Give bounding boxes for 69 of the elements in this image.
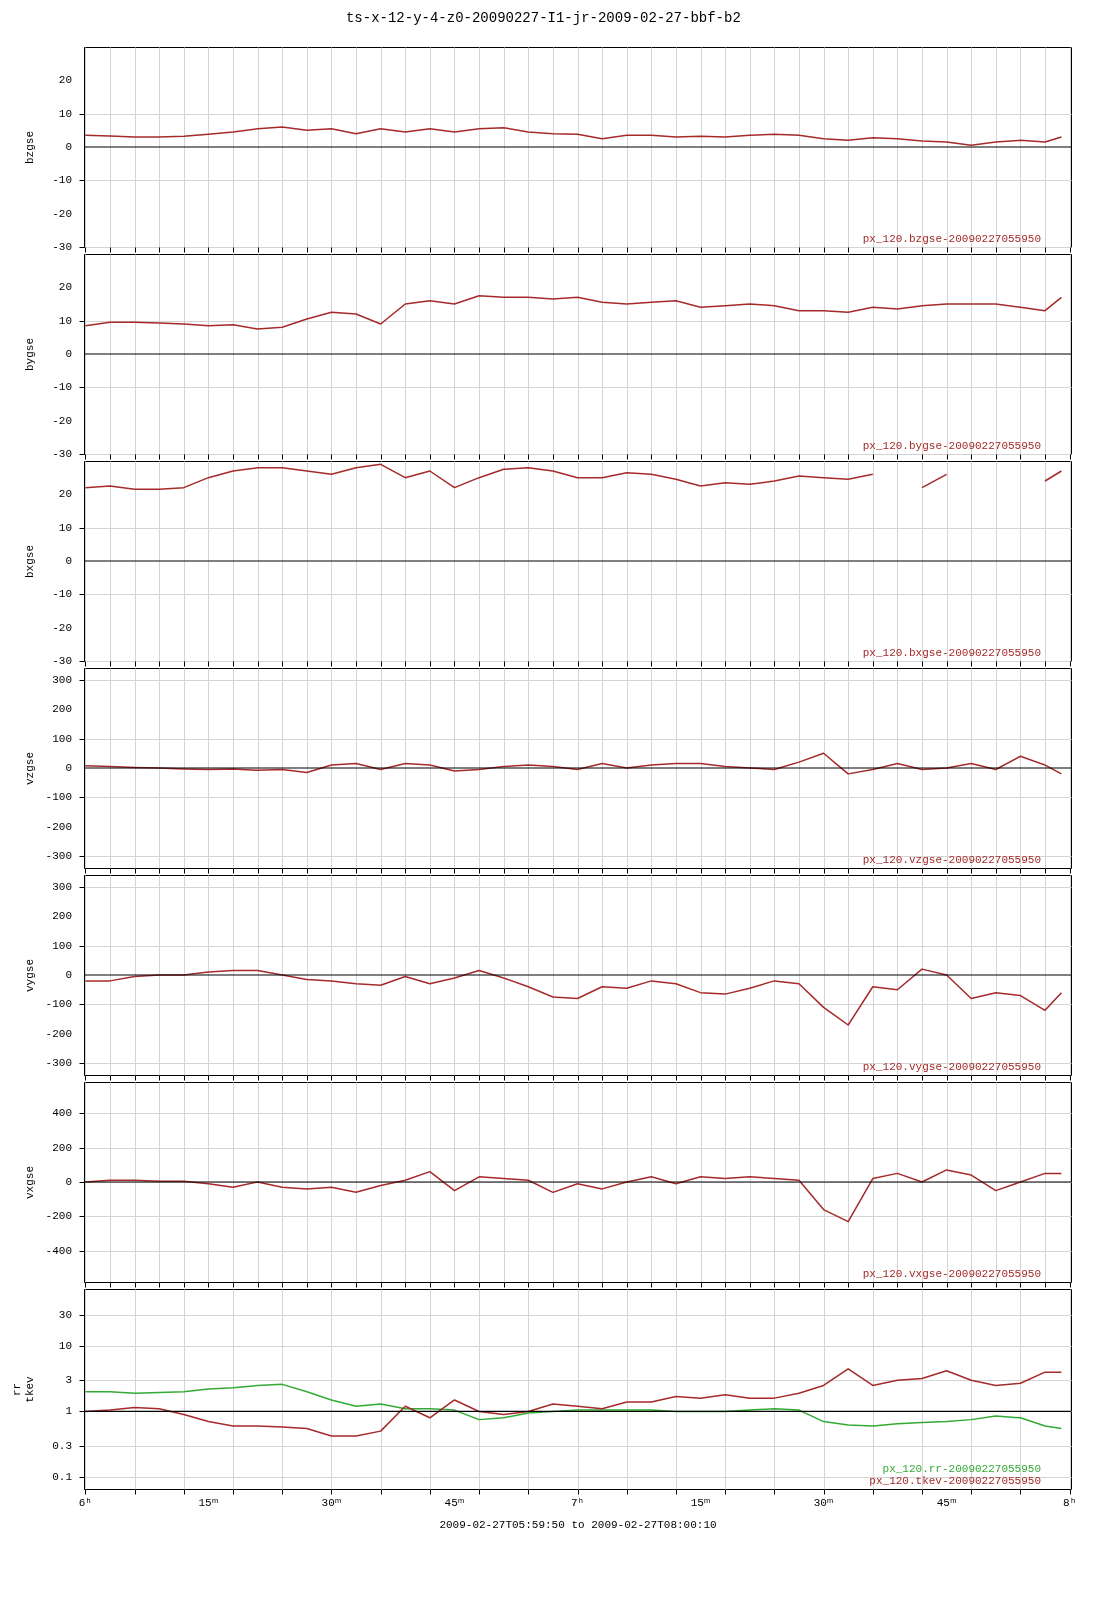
x-tick-label: 30ᵐ <box>813 1497 834 1509</box>
y-tick-label: 1 <box>65 1405 73 1418</box>
y-tick-label: 10 <box>58 314 72 327</box>
x-tick-label: 15ᵐ <box>690 1497 711 1509</box>
x-tick-label: 45ᵐ <box>444 1497 465 1509</box>
y-tick-label: 20 <box>58 74 72 87</box>
x-axis-title: 2009-02-27T05:59:50 to 2009-02-27T08:00:10 <box>439 1519 717 1531</box>
y-tick-label: 100 <box>52 939 72 952</box>
y-tick-label: -20 <box>52 621 72 634</box>
y-tick-label: -10 <box>52 174 72 187</box>
y-tick-label: -300 <box>45 1057 72 1070</box>
y-tick-label: -200 <box>45 1210 72 1223</box>
y-tick-label: 0 <box>65 1176 72 1188</box>
y-tick-label: 10 <box>58 107 72 120</box>
y-tick-label: -300 <box>45 850 72 863</box>
x-tick-label: 15ᵐ <box>198 1497 219 1509</box>
y-tick-label: 300 <box>52 880 72 893</box>
y-tick-label: 300 <box>52 673 72 686</box>
y-tick-label: 20 <box>58 281 72 294</box>
text: px_120.vzgse-20090227055950 <box>862 854 1041 866</box>
text: px_120.rr-20090227055950 <box>882 1463 1041 1475</box>
y-tick-label: 200 <box>52 1141 72 1154</box>
x-tick-label: 6ʰ <box>78 1497 92 1509</box>
y-axis-title: bzgse <box>24 130 36 165</box>
y-tick-label: -10 <box>52 381 72 394</box>
y-tick-label: -20 <box>52 414 72 427</box>
y-tick-label: -100 <box>45 998 72 1011</box>
y-tick-label: 20 <box>58 488 72 501</box>
y-tick-label: 30 <box>58 1308 72 1321</box>
y-axis-title: bygse <box>24 337 36 372</box>
y-tick-label: 0.3 <box>52 1439 72 1452</box>
text: px_120.vygse-20090227055950 <box>862 1061 1041 1073</box>
text: px_120.bzgse-20090227055950 <box>862 233 1041 245</box>
y-tick-label: 0 <box>65 555 72 567</box>
y-tick-label: -10 <box>52 588 72 601</box>
y-tick-label: 10 <box>58 521 72 534</box>
y-tick-label: -20 <box>52 207 72 220</box>
text: px_120.bygse-20090227055950 <box>862 440 1041 452</box>
y-tick-label: 0 <box>65 348 72 360</box>
y-tick-label: -30 <box>52 241 72 253</box>
y-tick-label: 200 <box>52 910 72 923</box>
y-tick-label: 0 <box>65 762 72 774</box>
text: px_120.vxgse-20090227055950 <box>862 1268 1041 1280</box>
y-tick-label: 3 <box>65 1374 72 1387</box>
y-tick-label: 100 <box>52 732 72 745</box>
y-axis-title: vxgse <box>24 1165 36 1200</box>
y-axis-title: bxgse <box>24 544 36 579</box>
y-tick-label: -30 <box>52 448 72 460</box>
y-tick-label: 10 <box>58 1340 72 1353</box>
y-tick-label: 0.1 <box>52 1470 73 1483</box>
y-tick-label: -200 <box>45 820 72 833</box>
x-tick-label: 30ᵐ <box>321 1497 342 1509</box>
chart-title: ts-x-12-y-4-z0-20090227-I1-jr-2009-02-27-bbf-b2 <box>345 9 741 26</box>
x-tick-label: 7ʰ <box>570 1497 585 1509</box>
text: px_120.tkev-20090227055950 <box>869 1475 1041 1487</box>
y-tick-label: -200 <box>45 1027 72 1040</box>
y-tick-label: -100 <box>45 791 72 804</box>
y-tick-label: 0 <box>65 969 72 981</box>
y-tick-label: 0 <box>65 141 72 153</box>
y-tick-label: 400 <box>52 1107 72 1120</box>
y-axis-title: vygse <box>24 958 36 993</box>
y-tick-label: -400 <box>45 1244 72 1257</box>
y-axis-title: vzgse <box>24 751 36 786</box>
y-axis-title: rr tkev <box>11 1375 36 1403</box>
y-tick-label: 200 <box>52 703 72 716</box>
x-tick-label: 45ᵐ <box>936 1497 957 1509</box>
text: px_120.bxgse-20090227055950 <box>862 647 1041 659</box>
y-tick-label: -30 <box>52 655 72 667</box>
x-tick-label: 8ʰ <box>1063 1497 1077 1509</box>
